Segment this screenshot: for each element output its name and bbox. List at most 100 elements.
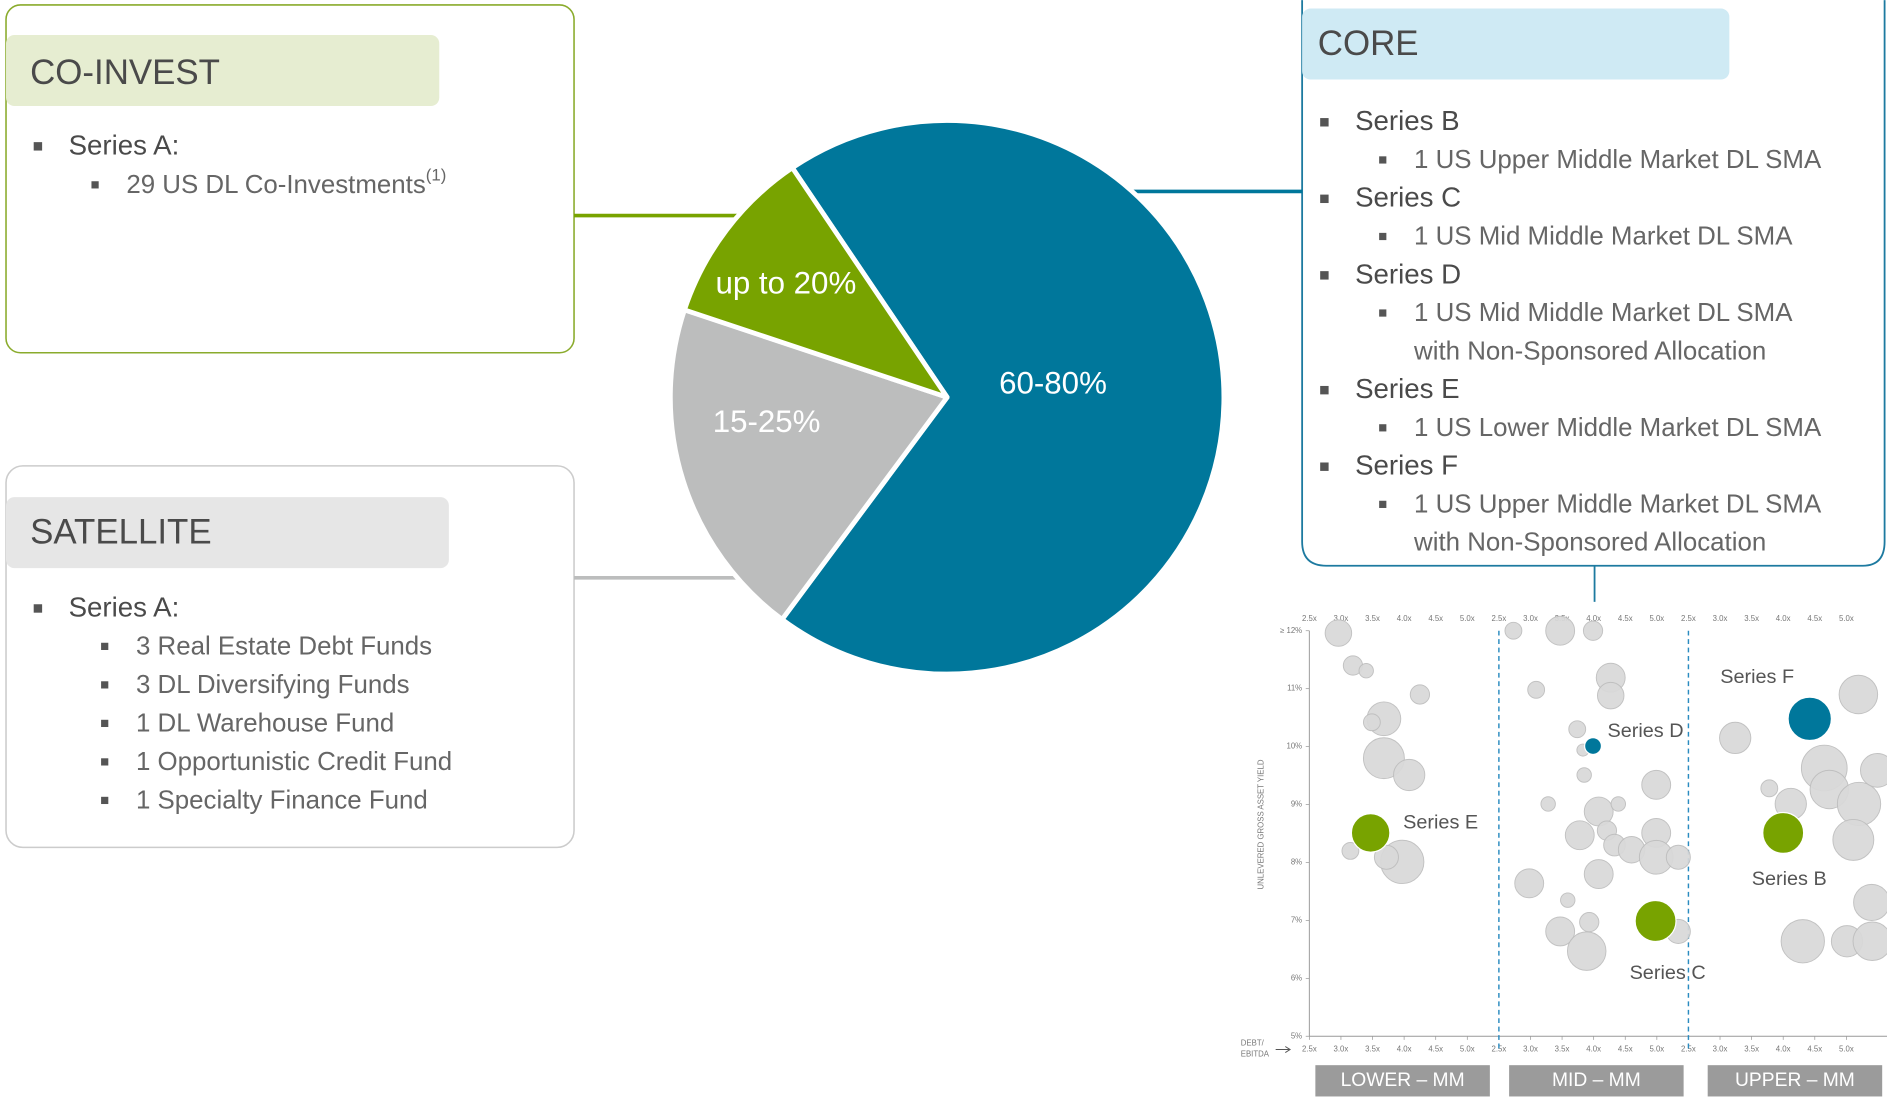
bubble — [1566, 931, 1607, 971]
item-label: Series A: — [69, 591, 180, 622]
bubble — [1514, 868, 1545, 899]
footnote: (1) — [426, 166, 447, 185]
segment-label: MID – MM — [1552, 1070, 1641, 1091]
x-tick-label: 4.5x — [1618, 1045, 1633, 1054]
bubble — [1393, 758, 1426, 792]
x-tick-label: 2.5x — [1491, 1045, 1506, 1054]
bubble — [1324, 619, 1353, 647]
bullet — [91, 181, 99, 189]
bubble — [1564, 820, 1595, 851]
slice-label: 15-25% — [713, 404, 821, 439]
bubble — [1560, 892, 1576, 908]
bubble — [1583, 859, 1614, 889]
sub-item-text: 29 US DL Co-Investments — [126, 171, 425, 199]
pie-slice — [667, 307, 950, 622]
y-tick-label: 8% — [1291, 858, 1302, 867]
pie-slice — [779, 118, 1227, 677]
bubble — [1836, 781, 1882, 827]
x-tick-label: 2.5x — [1681, 1045, 1696, 1054]
bubble-chart: 5% 6% 7% 8% 9% 10% 11% ≥ 12% UNLEVERED GROSS ASS… — [1241, 614, 1887, 1097]
bubble — [1576, 767, 1592, 783]
bubble — [1838, 674, 1879, 715]
item-label: Series F — [1355, 450, 1458, 481]
pie: 60-80% 15-25% up to 20% — [667, 118, 1227, 677]
sub-item: 1 Specialty Finance Fund — [136, 786, 428, 814]
item-label: Series E — [1355, 373, 1460, 404]
x-tick-label: 3.0x — [1713, 1045, 1728, 1054]
highlight-bubble — [1350, 813, 1391, 853]
satellite-header — [6, 497, 449, 569]
x-tick-label: 5.0x — [1649, 1045, 1664, 1054]
bullet — [1379, 309, 1387, 317]
segment-label: LOWER – MM — [1341, 1070, 1465, 1091]
sub-item: 3 DL Diversifying Funds — [136, 671, 410, 699]
item-label: Series B — [1355, 105, 1460, 136]
sub-item: 1 US Upper Middle Market DL SMA — [1414, 146, 1822, 174]
core-title: CORE — [1318, 24, 1419, 63]
bullet — [1320, 385, 1329, 395]
sub-item: 1 US Mid Middle Market DL SMA — [1414, 299, 1793, 327]
x-tick-label: 2.5x — [1491, 614, 1506, 623]
y-tick-label: 5% — [1291, 1031, 1302, 1040]
bubble — [1362, 713, 1381, 732]
co-invest-title: CO-INVEST — [30, 53, 220, 92]
bubble — [1582, 620, 1604, 641]
bubble — [1527, 680, 1546, 699]
highlight-bubble — [1762, 811, 1805, 854]
bubble — [1341, 841, 1360, 860]
x-tick-label: 3.5x — [1365, 614, 1380, 623]
x-tick-label: 4.5x — [1428, 614, 1443, 623]
segment-box — [1509, 1065, 1684, 1097]
bullet — [1379, 424, 1387, 432]
x-tick-label: 3.5x — [1744, 614, 1759, 623]
sub-item: 1 US Lower Middle Market DL SMA — [1414, 414, 1822, 442]
bullet — [101, 758, 109, 766]
x-tick-label: 4.0x — [1397, 1045, 1412, 1054]
bubble — [1362, 737, 1405, 780]
item-label: Series D — [1355, 258, 1461, 289]
bullet — [1320, 271, 1329, 280]
segment-box — [1315, 1065, 1490, 1097]
bullet — [101, 796, 109, 805]
bullet — [101, 642, 109, 650]
x-tick-label: 3.0x — [1713, 614, 1728, 623]
sub-item: with Non-Sponsored Allocation — [1413, 337, 1766, 365]
pie-slice — [682, 165, 950, 400]
bubble — [1540, 796, 1556, 812]
bubble — [1665, 844, 1691, 870]
x-tick-label: 3.0x — [1523, 614, 1538, 623]
x-tick-label: 4.5x — [1618, 614, 1633, 623]
bubble — [1504, 621, 1523, 640]
x-tick-label: 4.0x — [1397, 614, 1412, 623]
x-tick-label: 5.0x — [1839, 614, 1854, 623]
highlight-bubble — [1787, 696, 1833, 742]
y-tick-label: ≥ 12% — [1280, 626, 1302, 635]
x-tick-label: 3.5x — [1365, 1045, 1380, 1054]
x-tick-label: 5.0x — [1649, 614, 1664, 623]
bubble — [1719, 721, 1752, 755]
y-axis-label: UNLEVERED GROSS ASSET YIELD — [1256, 759, 1265, 889]
bullet — [1320, 118, 1329, 127]
x-tick-label: 4.0x — [1776, 1045, 1791, 1054]
x-tick-label: 5.0x — [1460, 614, 1475, 623]
highlight-bubble — [1634, 899, 1677, 943]
x-tick-label: 3.5x — [1744, 1045, 1759, 1054]
y-tick-label: 7% — [1291, 915, 1302, 924]
bullet — [33, 142, 43, 151]
bubble-label: Series C — [1630, 962, 1706, 984]
bubble-label: Series F — [1720, 666, 1794, 688]
bullet — [1379, 500, 1387, 508]
satellite-title: SATELLITE — [30, 513, 212, 552]
satellite-box — [5, 465, 575, 849]
x-axis-label: DEBT/ — [1241, 1039, 1265, 1048]
sub-item: 3 Real Estate Debt Funds — [136, 632, 432, 660]
bubble-label: Series D — [1607, 720, 1683, 742]
bullet — [1320, 194, 1329, 204]
bullet — [1379, 156, 1387, 164]
x-tick-label: 3.0x — [1334, 1045, 1349, 1054]
x-tick-label: 3.0x — [1334, 614, 1349, 623]
x-tick-label: 4.5x — [1807, 1045, 1822, 1054]
bubble — [1579, 912, 1600, 933]
x-tick-label: 2.5x — [1681, 614, 1696, 623]
